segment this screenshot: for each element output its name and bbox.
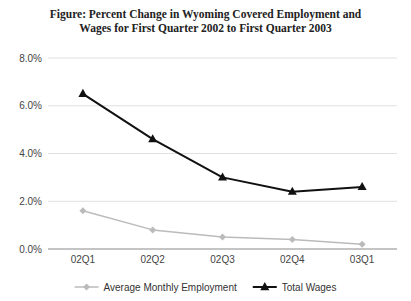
series-marker xyxy=(359,241,366,248)
series-line xyxy=(83,211,362,244)
grid xyxy=(48,58,397,249)
x-tick-label: 02Q2 xyxy=(140,254,165,265)
series-marker xyxy=(218,172,227,180)
x-tick-label: 02Q1 xyxy=(71,254,96,265)
legend-label: Total Wages xyxy=(282,282,337,293)
series-marker xyxy=(288,187,297,195)
grid-line xyxy=(48,249,397,250)
title: Figure: Percent Change in Wyoming Covere… xyxy=(50,8,362,35)
legend-marker xyxy=(260,282,269,290)
series-line xyxy=(83,94,362,192)
y-tick-label: 0.0% xyxy=(19,244,42,255)
chart: Figure: Percent Change in Wyoming Covere… xyxy=(0,0,411,301)
legend-label: Average Monthly Employment xyxy=(104,282,237,293)
legend-item: Average Monthly Employment xyxy=(75,282,237,293)
x-tick-label: 02Q4 xyxy=(280,254,305,265)
y-tick-label: 6.0% xyxy=(19,100,42,111)
grid-line xyxy=(48,153,397,154)
x-tick-label: 03Q1 xyxy=(350,254,375,265)
legend-item: Total Wages xyxy=(253,282,337,293)
x-axis xyxy=(48,249,397,250)
series-marker xyxy=(78,89,87,97)
y-tick-label: 2.0% xyxy=(19,196,42,207)
series-marker xyxy=(148,134,157,142)
series-marker xyxy=(149,226,156,233)
grid-line xyxy=(48,58,397,59)
legend: Average Monthly Employment Total Wages xyxy=(75,282,337,293)
series-marker xyxy=(219,234,226,241)
series-marker xyxy=(289,236,296,243)
plot-marks xyxy=(78,89,366,248)
y-tick-label: 8.0% xyxy=(19,53,42,64)
legend-marker xyxy=(83,284,90,291)
series-marker xyxy=(358,182,367,190)
y-tick-label: 4.0% xyxy=(19,148,42,159)
x-tick-label: 02Q3 xyxy=(210,254,235,265)
series-marker xyxy=(79,207,86,214)
grid-line xyxy=(48,201,397,202)
